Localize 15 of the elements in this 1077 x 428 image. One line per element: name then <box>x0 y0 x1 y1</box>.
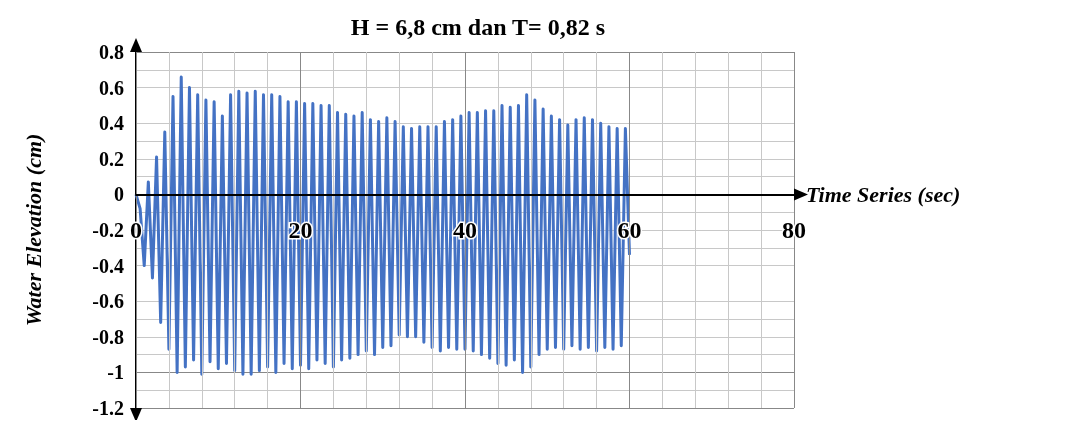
y-tick-label: -0.4 <box>92 254 124 277</box>
y-axis-title: Water Elevation (cm) <box>20 133 46 327</box>
y-tick-label: 0.4 <box>99 112 124 135</box>
y-tick-label: 0.6 <box>99 76 124 99</box>
y-tick-label: -0.6 <box>92 290 124 313</box>
y-tick-label: 0 <box>114 183 124 206</box>
y-tick-label: 0.2 <box>99 147 124 170</box>
y-tick-label: -0.2 <box>92 219 124 241</box>
chart-title: H = 6,8 cm dan T= 0,82 s <box>350 14 606 40</box>
y-tick-label: -1.2 <box>92 397 124 419</box>
x-tick-label: 80 <box>782 217 806 244</box>
y-tick-label: -1 <box>107 361 124 384</box>
x-axis-title: Time Series (sec) <box>806 181 961 207</box>
y-tick-label: 0.8 <box>99 41 124 63</box>
y-tick-label: -0.8 <box>92 325 124 348</box>
